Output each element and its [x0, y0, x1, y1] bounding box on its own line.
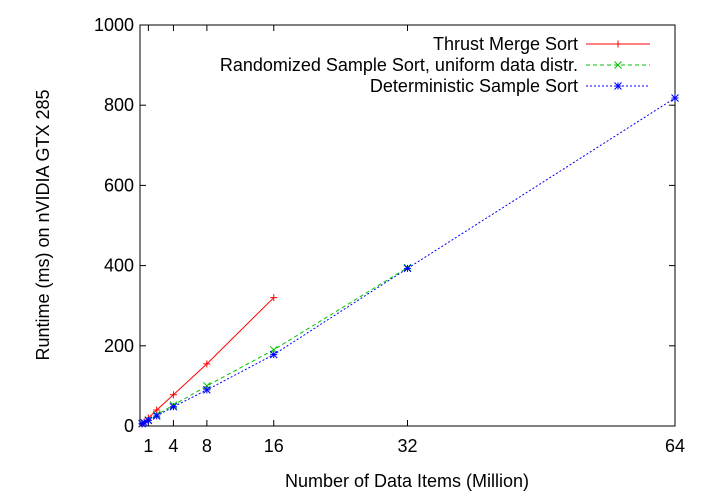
x-tick-label: 4: [168, 436, 178, 456]
x-tick-label: 1: [143, 436, 153, 456]
data-point: [152, 412, 161, 420]
y-tick-label: 800: [104, 95, 134, 115]
y-tick-label: 400: [104, 256, 134, 276]
data-point: [203, 360, 211, 368]
data-point: [403, 264, 412, 273]
data-point: [144, 416, 153, 425]
x-axis-label: Number of Data Items (Million): [285, 471, 529, 491]
legend-label: Randomized Sample Sort, uniform data dis…: [220, 55, 578, 75]
series-3: [138, 94, 679, 428]
series-line: [141, 267, 408, 425]
data-point: [203, 386, 211, 394]
data-point: [269, 350, 278, 359]
data-point: [138, 419, 146, 428]
data-point: [671, 94, 679, 102]
series-layer: [138, 94, 679, 428]
legend-marker: [614, 61, 622, 69]
y-tick-label: 1000: [94, 15, 134, 35]
y-tick-label: 600: [104, 175, 134, 195]
data-point: [270, 294, 278, 302]
legend-entry: Randomized Sample Sort, uniform data dis…: [220, 55, 650, 75]
data-point: [169, 402, 178, 411]
x-tick-label: 64: [665, 436, 685, 456]
series-2: [138, 263, 412, 428]
data-point: [169, 391, 177, 399]
data-point: [140, 418, 149, 427]
y-tick-label: 0: [124, 416, 134, 436]
legend-entry: Thrust Merge Sort: [433, 34, 650, 54]
x-tick-label: 16: [264, 436, 284, 456]
x-tick-label: 8: [202, 436, 212, 456]
legend-label: Thrust Merge Sort: [433, 34, 578, 54]
legend-marker: [614, 82, 622, 90]
legend-label: Deterministic Sample Sort: [370, 76, 578, 96]
data-point: [153, 406, 161, 414]
series-line: [141, 97, 676, 425]
y-tick-label: 200: [104, 336, 134, 356]
x-tick-label: 32: [397, 436, 417, 456]
legend-entry: Deterministic Sample Sort: [370, 76, 650, 96]
legend-marker: [614, 40, 622, 48]
series-1: [138, 294, 278, 428]
y-axis-label: Runtime (ms) on nVIDIA GTX 285: [33, 89, 53, 360]
